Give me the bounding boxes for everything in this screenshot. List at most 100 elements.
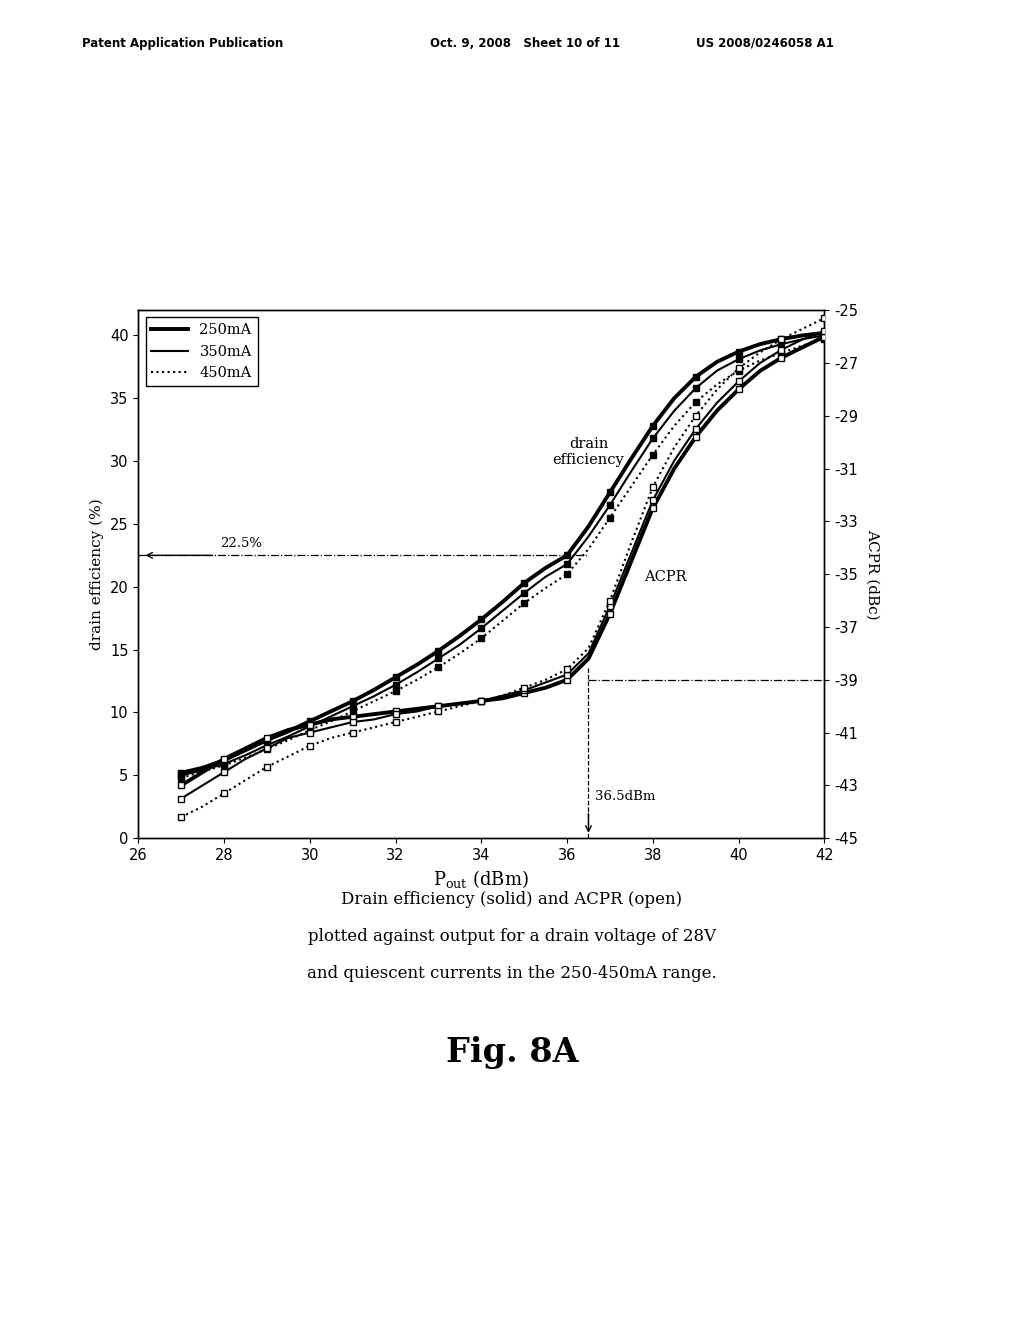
350mA [668,403,680,418]
250mA [797,327,809,343]
250mA [411,657,423,673]
450mA [540,579,552,595]
350mA [711,363,723,379]
450mA [346,704,358,719]
350mA [240,747,252,763]
Text: drain
efficiency: drain efficiency [553,437,625,467]
250mA [518,576,530,591]
250mA [540,560,552,576]
450mA [240,750,252,766]
450mA [261,741,273,756]
450mA [325,713,337,729]
450mA [668,418,680,434]
350mA [368,688,380,704]
450mA [389,684,401,700]
250mA [732,343,744,359]
450mA [818,331,830,347]
250mA [432,643,444,659]
250mA [711,354,723,370]
Text: Patent Application Publication: Patent Application Publication [82,37,284,50]
250mA [818,325,830,341]
350mA [175,767,187,783]
350mA [540,569,552,585]
350mA [818,327,830,343]
450mA [583,541,595,557]
350mA [754,342,766,358]
450mA [561,566,573,582]
Text: and quiescent currents in the 250-450mA range.: and quiescent currents in the 250-450mA … [307,965,717,982]
450mA [411,672,423,688]
250mA [604,484,616,500]
450mA [711,376,723,392]
250mA [583,519,595,535]
450mA [175,770,187,785]
350mA [303,718,315,734]
450mA [432,659,444,675]
250mA [175,764,187,780]
250mA [197,760,209,776]
250mA [283,723,295,739]
Text: 22.5%: 22.5% [220,537,262,550]
450mA [797,338,809,354]
350mA [518,585,530,601]
Text: US 2008/0246058 A1: US 2008/0246058 A1 [696,37,835,50]
450mA [647,447,659,463]
Line: 350mA: 350mA [178,333,827,779]
350mA [261,738,273,754]
450mA [454,645,466,661]
Text: plotted against output for a drain voltage of 28V: plotted against output for a drain volta… [308,928,716,945]
Y-axis label: drain efficiency (%): drain efficiency (%) [90,499,104,649]
250mA [775,331,787,347]
350mA [218,756,230,772]
Text: Oct. 9, 2008   Sheet 10 of 11: Oct. 9, 2008 Sheet 10 of 11 [430,37,621,50]
Legend: 250mA, 350mA, 450mA: 250mA, 350mA, 450mA [145,318,258,385]
350mA [626,463,638,479]
450mA [368,693,380,709]
350mA [346,698,358,714]
X-axis label: $\mathregular{P_{out}}$ (dBm): $\mathregular{P_{out}}$ (dBm) [433,869,529,891]
Line: 250mA: 250mA [178,330,827,776]
Text: 36.5dBm: 36.5dBm [595,789,655,803]
250mA [325,704,337,719]
250mA [389,669,401,685]
450mA [732,363,744,379]
350mA [497,603,509,619]
450mA [754,352,766,368]
250mA [668,391,680,407]
250mA [454,628,466,644]
350mA [411,664,423,680]
450mA [497,612,509,628]
250mA [261,733,273,748]
250mA [561,548,573,564]
450mA [775,345,787,360]
350mA [454,636,466,652]
350mA [647,430,659,446]
250mA [647,418,659,434]
Text: Fig. 8A: Fig. 8A [445,1036,579,1069]
250mA [626,450,638,466]
250mA [475,611,487,627]
250mA [303,713,315,729]
350mA [561,556,573,572]
350mA [689,380,701,396]
350mA [797,331,809,347]
450mA [604,510,616,525]
Text: ACPR: ACPR [644,570,687,583]
450mA [218,758,230,774]
450mA [689,395,701,411]
450mA [283,733,295,748]
450mA [197,764,209,780]
250mA [497,594,509,610]
250mA [346,693,358,709]
250mA [689,368,701,384]
250mA [368,682,380,698]
450mA [518,595,530,611]
350mA [432,651,444,667]
350mA [604,498,616,513]
350mA [732,351,744,367]
250mA [240,742,252,758]
450mA [475,631,487,647]
250mA [754,337,766,352]
Line: 450mA: 450mA [178,337,827,781]
350mA [583,528,595,544]
